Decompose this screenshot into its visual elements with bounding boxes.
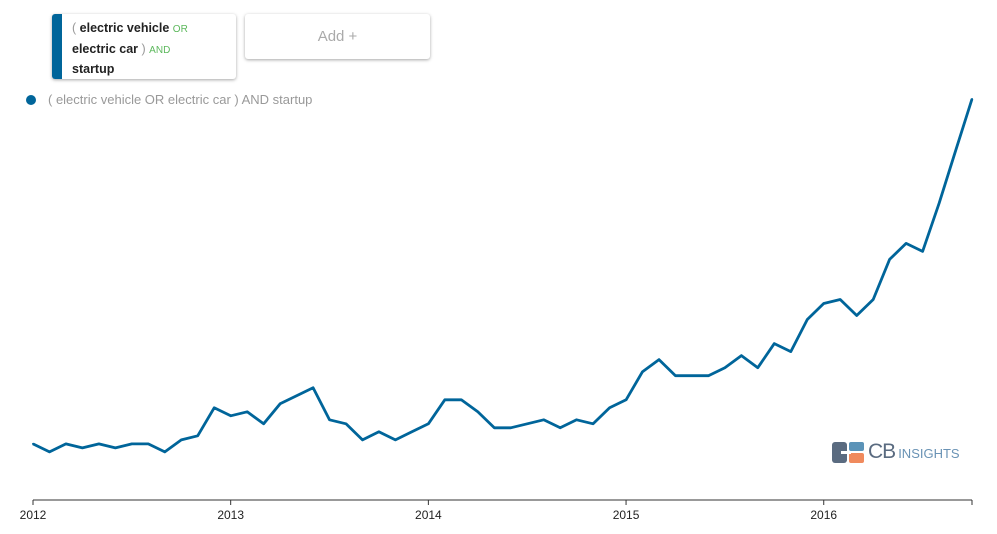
data-point [114,446,117,449]
data-point [921,250,924,253]
data-point [658,358,660,361]
data-point [130,442,133,445]
data-point [740,354,743,357]
x-tick-label: 2012 [20,508,47,522]
data-point [855,314,858,317]
data-point [361,438,364,441]
data-point [328,418,331,421]
data-point [377,430,380,433]
query-operator: AND [149,44,171,56]
data-point [625,398,628,401]
data-point [905,242,908,245]
data-point [707,374,710,377]
data-point [213,406,216,409]
data-point [196,434,199,437]
paren-close: ) [141,41,146,56]
data-point [180,438,183,441]
data-point [279,402,282,405]
data-point [559,426,562,429]
series-color-bar [52,14,62,79]
data-point [575,418,578,421]
data-point [394,438,397,441]
data-point [723,366,726,369]
logo-icon [832,441,864,463]
data-point [971,98,973,100]
x-tick-label: 2014 [415,508,442,522]
data-point [345,422,347,425]
data-point [509,426,512,429]
data-point [773,342,776,345]
x-tick-label: 2013 [217,508,244,522]
x-tick-label: 2015 [613,508,640,522]
data-point [789,350,792,353]
data-point [954,150,957,153]
data-point [641,370,644,373]
data-point [460,398,463,401]
logo-insights: INSIGHTS [898,446,960,461]
query-text: ( electric vehicle OR electric car ) AND… [72,19,188,79]
data-point [410,430,413,433]
data-point [295,394,298,397]
add-query-button[interactable]: Add + [245,14,430,59]
data-point [938,202,941,205]
legend-dot-icon [26,94,36,105]
data-point [674,374,677,377]
series-line [32,98,974,454]
data-point [690,374,693,377]
data-point [64,442,67,445]
data-point [592,422,595,425]
data-point [147,442,150,445]
data-point [806,318,809,321]
data-point [526,422,529,425]
data-point [262,422,265,425]
logo-cb: CB [868,440,896,463]
data-point [542,418,545,421]
data-point [229,414,232,417]
legend-label: ( electric vehicle OR electric car ) AND… [48,92,313,107]
data-point [608,406,611,409]
data-point [246,410,249,413]
data-point [888,258,891,261]
x-tick-label: 2016 [810,508,837,522]
query-operator: OR [172,24,188,35]
data-point [443,398,446,401]
data-point [163,450,166,453]
data-point [81,446,84,449]
query-term: startup [72,62,115,76]
data-point [476,410,479,413]
data-point [97,442,100,445]
data-point [312,386,315,389]
data-point [427,422,430,425]
paren-open: ( [72,21,77,35]
query-term: electric car [72,41,139,56]
data-point [756,366,759,369]
data-point [822,302,825,305]
legend: ( electric vehicle OR electric car ) AND… [26,92,312,107]
cb-insights-logo: CB INSIGHTS [832,440,960,464]
data-point [493,426,496,429]
data-point [48,450,51,453]
query-term: electric vehicle [79,21,170,35]
query-card[interactable]: ( electric vehicle OR electric car ) AND… [52,14,236,79]
data-point [32,442,34,445]
data-point [839,298,842,301]
data-point [872,298,875,301]
